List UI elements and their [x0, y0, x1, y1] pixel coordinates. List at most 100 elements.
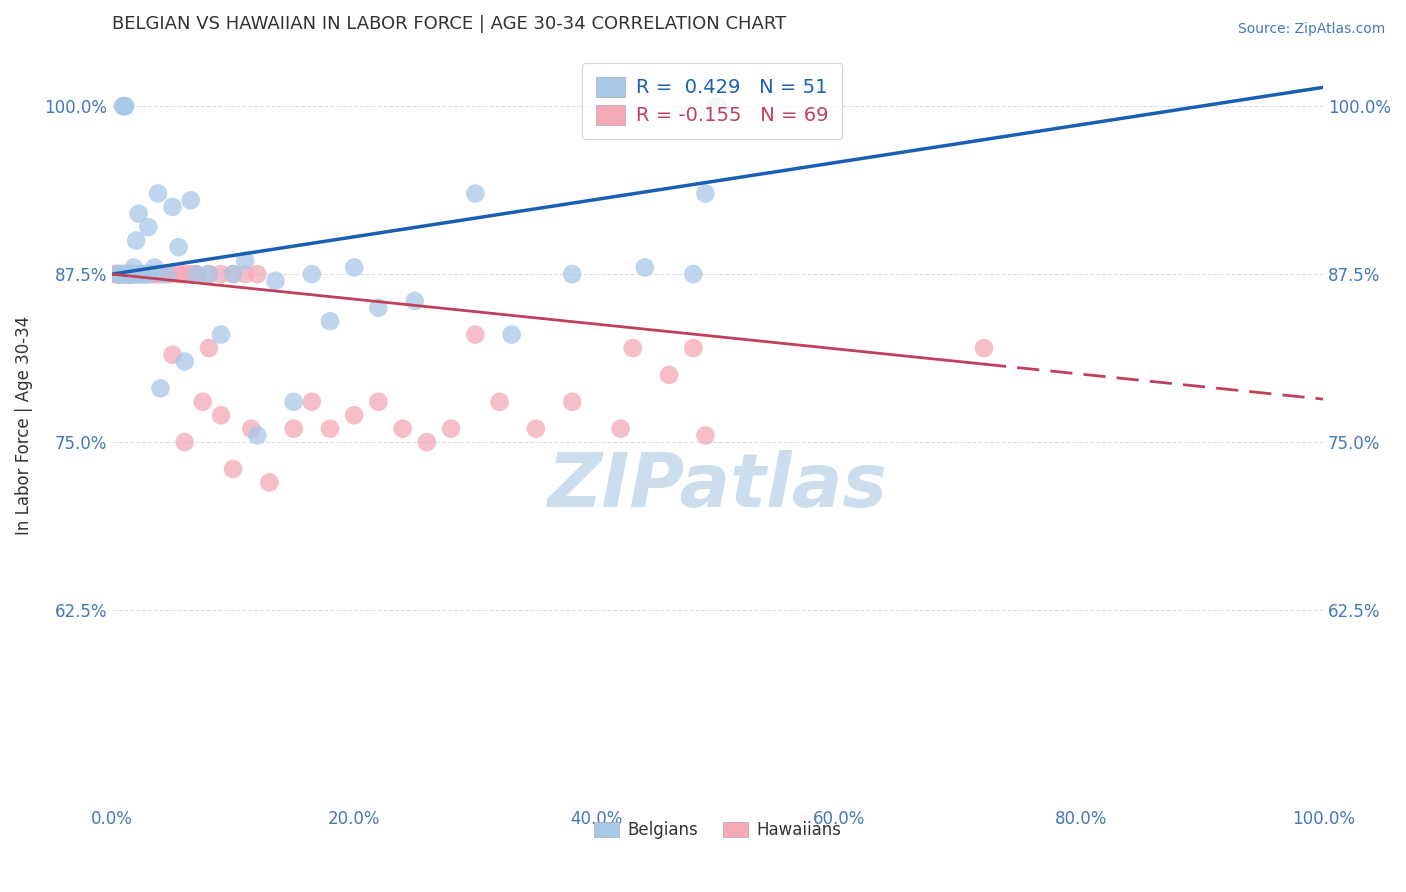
- Point: [114, 99, 136, 113]
- Point: [440, 422, 463, 436]
- Point: [120, 267, 142, 281]
- Point: [524, 422, 547, 436]
- Point: [111, 267, 134, 281]
- Point: [128, 207, 150, 221]
- Point: [233, 267, 256, 281]
- Point: [146, 186, 169, 201]
- Point: [152, 267, 174, 281]
- Point: [143, 267, 166, 281]
- Point: [695, 428, 717, 442]
- Point: [682, 267, 704, 281]
- Text: Source: ZipAtlas.com: Source: ZipAtlas.com: [1237, 22, 1385, 37]
- Point: [222, 267, 245, 281]
- Point: [464, 186, 486, 201]
- Point: [404, 293, 426, 308]
- Point: [343, 260, 366, 275]
- Point: [973, 341, 995, 355]
- Point: [162, 348, 184, 362]
- Y-axis label: In Labor Force | Age 30-34: In Labor Force | Age 30-34: [15, 316, 32, 535]
- Point: [111, 99, 134, 113]
- Point: [108, 267, 131, 281]
- Point: [167, 240, 190, 254]
- Point: [127, 267, 149, 281]
- Point: [222, 267, 245, 281]
- Point: [115, 267, 138, 281]
- Point: [180, 267, 202, 281]
- Point: [162, 200, 184, 214]
- Point: [128, 267, 150, 281]
- Point: [110, 267, 132, 281]
- Point: [125, 267, 148, 281]
- Point: [209, 267, 232, 281]
- Point: [107, 267, 129, 281]
- Point: [121, 267, 143, 281]
- Point: [561, 267, 583, 281]
- Text: ZIPatlas: ZIPatlas: [547, 450, 887, 523]
- Legend: Belgians, Hawaiians: Belgians, Hawaiians: [588, 814, 848, 846]
- Point: [139, 267, 162, 281]
- Point: [120, 267, 142, 281]
- Point: [173, 435, 195, 450]
- Point: [114, 267, 136, 281]
- Point: [367, 394, 389, 409]
- Point: [129, 267, 152, 281]
- Point: [264, 274, 287, 288]
- Point: [136, 220, 159, 235]
- Point: [112, 99, 135, 113]
- Point: [259, 475, 281, 490]
- Point: [132, 267, 155, 281]
- Point: [155, 267, 177, 281]
- Point: [222, 462, 245, 476]
- Point: [621, 341, 644, 355]
- Point: [120, 267, 142, 281]
- Point: [301, 394, 323, 409]
- Point: [198, 267, 221, 281]
- Point: [246, 267, 269, 281]
- Point: [319, 314, 342, 328]
- Point: [173, 354, 195, 368]
- Point: [136, 267, 159, 281]
- Point: [112, 267, 135, 281]
- Point: [135, 267, 157, 281]
- Point: [118, 267, 141, 281]
- Point: [609, 422, 631, 436]
- Point: [122, 267, 145, 281]
- Point: [131, 267, 153, 281]
- Point: [146, 267, 169, 281]
- Point: [658, 368, 681, 382]
- Point: [561, 394, 583, 409]
- Point: [111, 267, 134, 281]
- Point: [191, 394, 214, 409]
- Point: [634, 260, 657, 275]
- Point: [233, 253, 256, 268]
- Point: [198, 267, 221, 281]
- Point: [117, 267, 139, 281]
- Point: [367, 301, 389, 315]
- Point: [240, 422, 263, 436]
- Point: [111, 267, 134, 281]
- Point: [110, 267, 132, 281]
- Point: [118, 267, 141, 281]
- Point: [343, 409, 366, 423]
- Point: [149, 381, 172, 395]
- Point: [135, 267, 157, 281]
- Point: [682, 341, 704, 355]
- Point: [283, 422, 305, 436]
- Point: [186, 267, 208, 281]
- Point: [104, 267, 127, 281]
- Point: [112, 99, 135, 113]
- Point: [122, 260, 145, 275]
- Point: [209, 327, 232, 342]
- Point: [246, 428, 269, 442]
- Point: [301, 267, 323, 281]
- Point: [120, 267, 142, 281]
- Point: [391, 422, 413, 436]
- Text: BELGIAN VS HAWAIIAN IN LABOR FORCE | AGE 30-34 CORRELATION CHART: BELGIAN VS HAWAIIAN IN LABOR FORCE | AGE…: [112, 15, 786, 33]
- Point: [209, 409, 232, 423]
- Point: [143, 260, 166, 275]
- Point: [488, 394, 510, 409]
- Point: [198, 341, 221, 355]
- Point: [464, 327, 486, 342]
- Point: [706, 99, 728, 113]
- Point: [120, 267, 142, 281]
